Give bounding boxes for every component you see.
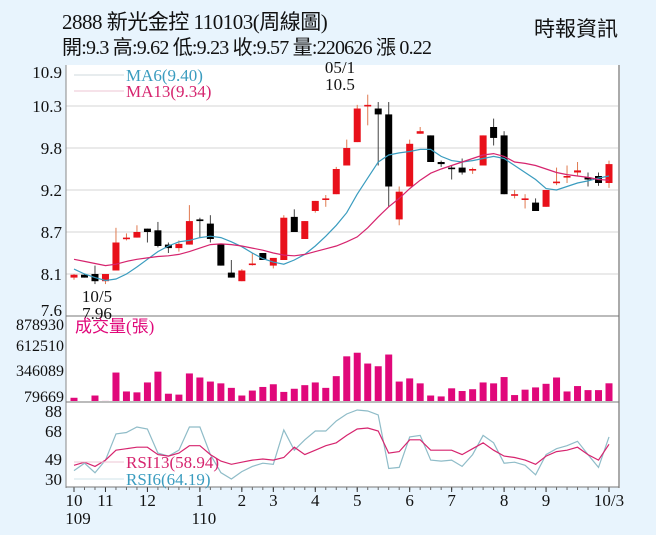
high-date-annotation: 05/1 bbox=[325, 58, 355, 77]
svg-text:6: 6 bbox=[405, 491, 414, 510]
svg-text:68: 68 bbox=[45, 422, 62, 441]
svg-text:7.6: 7.6 bbox=[41, 301, 62, 320]
chart-title: 2888 新光金控 110103(周線圖) bbox=[62, 10, 328, 34]
moving-average-lines bbox=[73, 148, 610, 282]
svg-text:79669: 79669 bbox=[24, 389, 64, 406]
ma6-legend: MA6(9.40) bbox=[126, 66, 203, 85]
source-label: 時報資訊 bbox=[534, 17, 618, 41]
svg-text:5: 5 bbox=[353, 491, 362, 510]
svg-text:7: 7 bbox=[447, 491, 456, 510]
candlesticks bbox=[70, 94, 613, 285]
ohlc-summary: 開:9.3 高:9.62 低:9.23 收:9.57 量:220626 漲 0.… bbox=[62, 37, 432, 59]
svg-text:9.2: 9.2 bbox=[41, 181, 62, 200]
ma13-legend: MA13(9.34) bbox=[126, 82, 211, 101]
price-grid bbox=[66, 105, 619, 275]
svg-text:1: 1 bbox=[196, 491, 205, 510]
svg-text:8.1: 8.1 bbox=[41, 265, 62, 284]
svg-text:10/3: 10/3 bbox=[594, 491, 624, 510]
svg-text:9: 9 bbox=[542, 491, 551, 510]
svg-text:10.9: 10.9 bbox=[32, 63, 62, 82]
svg-text:10.3: 10.3 bbox=[32, 97, 62, 116]
svg-text:88: 88 bbox=[45, 402, 62, 421]
svg-text:346089: 346089 bbox=[16, 363, 64, 380]
high-value-annotation: 10.5 bbox=[325, 75, 355, 94]
svg-text:109: 109 bbox=[65, 509, 91, 528]
volume-bars bbox=[70, 352, 613, 401]
svg-text:878930: 878930 bbox=[16, 317, 64, 334]
volume-legend: 成交量(張) bbox=[75, 317, 154, 336]
svg-text:4: 4 bbox=[311, 491, 320, 510]
svg-text:8.7: 8.7 bbox=[41, 223, 63, 242]
svg-text:12: 12 bbox=[139, 491, 156, 510]
svg-text:2: 2 bbox=[238, 491, 247, 510]
svg-text:9.8: 9.8 bbox=[41, 139, 62, 158]
svg-text:110: 110 bbox=[191, 509, 216, 528]
svg-text:11: 11 bbox=[97, 491, 113, 510]
svg-text:3: 3 bbox=[269, 491, 278, 510]
low-value-annotation: 7.96 bbox=[82, 304, 112, 323]
rsi13-legend: RSI13(58.94) bbox=[126, 453, 219, 472]
svg-text:8: 8 bbox=[500, 491, 509, 510]
chart-panel bbox=[66, 65, 619, 487]
svg-text:612510: 612510 bbox=[16, 338, 64, 355]
svg-text:10: 10 bbox=[66, 491, 83, 510]
svg-text:30: 30 bbox=[45, 470, 62, 489]
svg-text:49: 49 bbox=[45, 450, 62, 469]
rsi6-legend: RSI6(64.19) bbox=[126, 470, 211, 489]
rsi-lines bbox=[73, 409, 610, 480]
low-date-annotation: 10/5 bbox=[82, 287, 112, 306]
